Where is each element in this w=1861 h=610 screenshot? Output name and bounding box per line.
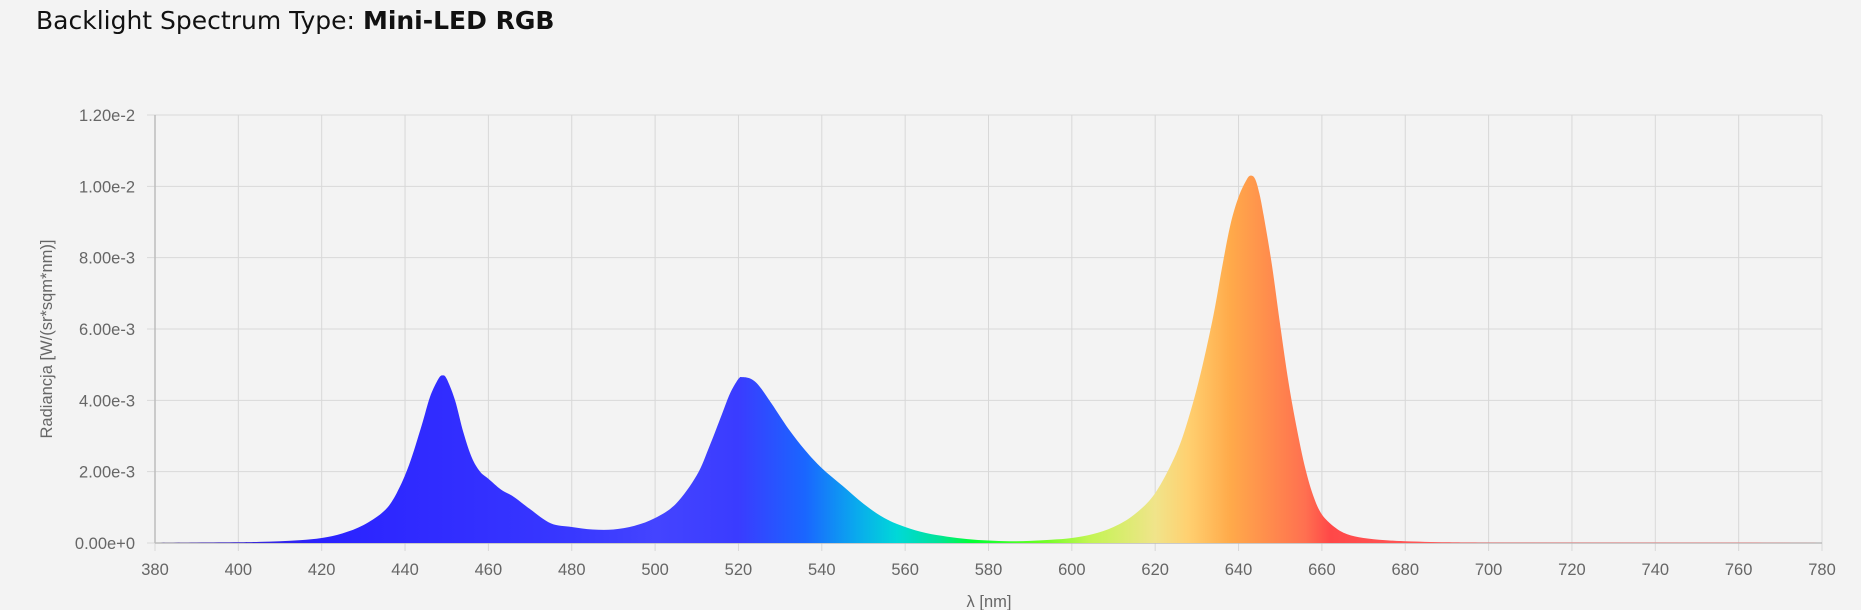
y-tick-label: 4.00e-3: [79, 392, 135, 410]
y-tick-label: 1.00e-2: [79, 178, 135, 196]
x-tick-label: 480: [558, 561, 586, 579]
y-axis-label: Radiancja [W/(sr*sqm*nm)]: [38, 240, 56, 439]
x-tick-label: 640: [1225, 561, 1253, 579]
x-axis-label: λ [nm]: [967, 593, 1012, 610]
x-tick-label: 400: [225, 561, 253, 579]
x-tick-label: 460: [475, 561, 503, 579]
x-axis-ticks: 380 400 420 440 460 480 500 520 540 560 580 600 620 6…: [141, 561, 1836, 579]
x-tick-label: 380: [141, 561, 169, 579]
x-tick-label: 500: [641, 561, 669, 579]
x-tick-label: 420: [308, 561, 336, 579]
grid-lines: [147, 114, 1823, 551]
x-tick-label: 620: [1141, 561, 1169, 579]
y-tick-label: 1.20e-2: [79, 107, 135, 125]
spectrum-type-value: Mini-LED RGB: [362, 6, 555, 35]
x-tick-label: 580: [975, 561, 1003, 579]
x-tick-label: 440: [391, 561, 419, 579]
x-tick-label: 660: [1308, 561, 1336, 579]
spectrum-type-title: Backlight Spectrum Type: Mini-LED RGB: [36, 6, 554, 35]
y-axis-ticks: 0.00e+0 2.00e-3 4.00e-3 6.00e-3 8.00e-3 1.00e…: [75, 107, 135, 553]
x-tick-label: 700: [1475, 561, 1503, 579]
x-tick-label: 740: [1642, 561, 1670, 579]
y-tick-label: 6.00e-3: [79, 321, 135, 339]
x-tick-label: 680: [1391, 561, 1419, 579]
x-tick-label: 720: [1558, 561, 1586, 579]
y-tick-label: 0.00e+0: [75, 535, 135, 553]
title-prefix: Backlight Spectrum Type:: [36, 6, 363, 35]
y-tick-label: 2.00e-3: [79, 464, 135, 482]
x-tick-label: 780: [1808, 561, 1836, 579]
x-tick-label: 760: [1725, 561, 1753, 579]
x-tick-label: 540: [808, 561, 836, 579]
x-tick-label: 560: [891, 561, 919, 579]
x-tick-label: 520: [725, 561, 753, 579]
y-tick-label: 8.00e-3: [79, 250, 135, 268]
x-tick-label: 600: [1058, 561, 1086, 579]
